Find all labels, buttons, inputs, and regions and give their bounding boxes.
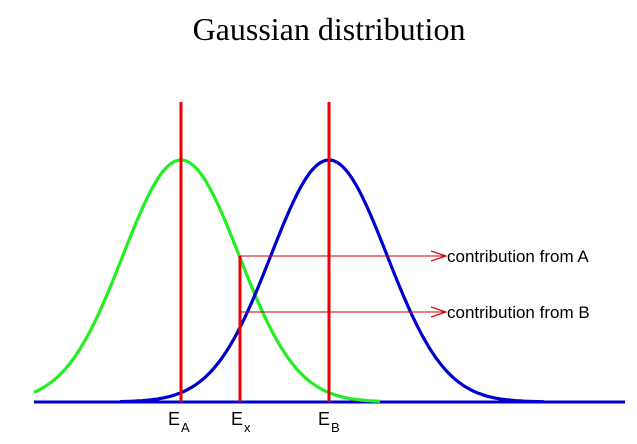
tick-ex-sub: x	[244, 420, 251, 435]
tick-eb-sub: B	[331, 420, 340, 435]
tick-label-eb: E B	[318, 409, 340, 435]
contribution-b-label: contribution from B	[447, 303, 590, 322]
tick-label-ex: E x	[231, 409, 251, 435]
tick-ea-sub: A	[181, 420, 190, 435]
tick-label-ea: E A	[168, 409, 190, 435]
contribution-a-label: contribution from A	[447, 247, 589, 266]
diagram-title: Gaussian distribution	[193, 11, 466, 47]
tick-ex-main: E	[231, 409, 243, 429]
gaussian-curve-b	[120, 158, 544, 404]
tick-eb-main: E	[318, 409, 330, 429]
gaussian-curve-a	[33, 158, 381, 403]
tick-ea-main: E	[168, 409, 180, 429]
